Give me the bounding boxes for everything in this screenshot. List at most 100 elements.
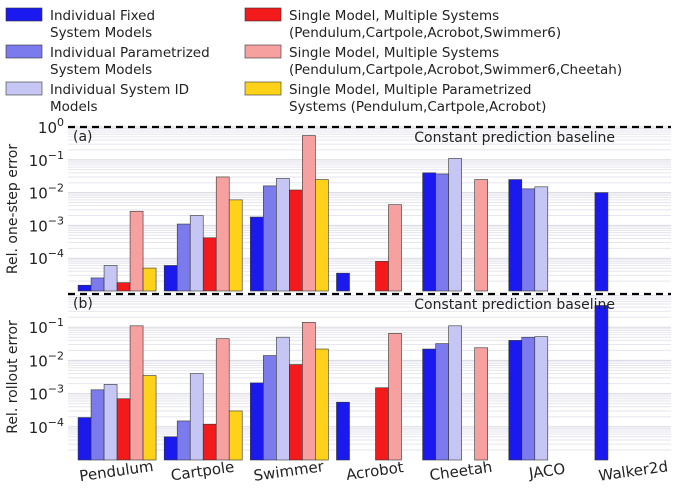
legend-label: Single Model, Multiple Parametrized (289, 82, 531, 98)
bar (276, 178, 290, 292)
bar (163, 436, 178, 461)
panel-a-one-step-error: 100 10−1 10−2 10−3 10−4 Rel. one-step error (a… (5, 116, 671, 292)
y-tick-label: 10−3 (29, 214, 64, 235)
bar (142, 267, 157, 292)
bar (388, 333, 402, 461)
bar (263, 185, 277, 292)
bar (422, 348, 436, 461)
bar (315, 348, 329, 461)
legend-label: Single Model, Multiple Systems (289, 45, 499, 61)
bar (388, 204, 402, 292)
bar (116, 398, 131, 461)
bar (289, 189, 303, 292)
legend-label: System Models (50, 25, 152, 41)
bar (435, 343, 449, 461)
bar (116, 282, 131, 292)
bar (521, 188, 536, 292)
plot-area (68, 127, 671, 291)
panel-label: (b) (73, 296, 93, 312)
bar (228, 410, 243, 461)
bar (508, 340, 523, 461)
plot-area (68, 294, 671, 460)
bar (250, 216, 264, 292)
bar (375, 261, 389, 292)
panel-label: (a) (73, 129, 93, 145)
y-axis-label: Rel. one-step error (5, 144, 21, 274)
legend-swatch (5, 7, 43, 22)
bar (594, 305, 609, 461)
bar (336, 272, 350, 292)
x-tick-label: Pendulum (78, 457, 154, 485)
bar (302, 135, 316, 292)
x-axis: Pendulum Cartpole Swimmer Acrobot Cheetah JAC… (78, 457, 669, 485)
bar (521, 336, 536, 461)
y-tick-label: 10−2 (29, 182, 64, 203)
legend-label: Individual System ID (50, 82, 189, 98)
bar (302, 322, 316, 461)
legend-label: Individual Fixed (50, 8, 155, 24)
y-axis-label: Rel. rollout error (5, 320, 21, 434)
x-tick-label: JACO (527, 460, 567, 483)
bar (534, 186, 549, 292)
bar (215, 176, 230, 292)
legend-label: Systems (Pendulum,Cartpole,Acrobot) (289, 99, 546, 115)
bar (594, 192, 609, 292)
y-tick-label: 10−1 (29, 149, 64, 170)
bar (375, 387, 389, 461)
legend-swatch (244, 81, 282, 96)
bar (250, 382, 264, 461)
bar (202, 423, 217, 461)
bar (142, 375, 157, 461)
bar (77, 417, 92, 461)
y-tick-label: 10−4 (29, 247, 64, 268)
y-tick-label: 10−3 (29, 383, 64, 404)
bar (289, 364, 303, 461)
bar (189, 373, 204, 461)
y-tick-label: 10−2 (29, 349, 64, 370)
legend-swatch (5, 81, 43, 96)
bar (228, 199, 243, 292)
bar (422, 172, 436, 292)
bar (176, 223, 191, 292)
y-tick-label: 10−1 (29, 316, 64, 337)
baseline-label: Constant prediction baseline (414, 297, 615, 313)
bar (176, 420, 191, 461)
x-tick-label: Acrobot (345, 458, 405, 484)
bar (189, 215, 204, 292)
baseline-label: Constant prediction baseline (414, 130, 615, 146)
bar (508, 179, 523, 292)
y-tick-label: 10−4 (29, 416, 64, 437)
x-tick-label: Swimmer (252, 457, 325, 485)
bar (263, 355, 277, 461)
legend-label: Individual Parametrized (50, 45, 210, 61)
bar (163, 265, 178, 292)
y-tick-label: 100 (38, 116, 64, 137)
bar (129, 210, 144, 292)
bar (474, 347, 488, 461)
bar (90, 389, 105, 461)
bar (103, 265, 118, 292)
legend-swatch (5, 44, 43, 59)
bar (474, 179, 488, 292)
bar (90, 277, 105, 292)
bar (202, 237, 217, 292)
bar (448, 325, 462, 461)
bar (336, 401, 350, 461)
legend-label: Models (50, 99, 98, 115)
bar (315, 179, 329, 292)
x-tick-label: Cheetah (428, 458, 493, 485)
bar (215, 338, 230, 461)
bar (435, 173, 449, 292)
legend-label: (Pendulum,Cartpole,Acrobot,Swimmer6,Chee… (289, 62, 622, 78)
bar (103, 384, 118, 461)
legend-label: (Pendulum,Cartpole,Acrobot,Swimmer6) (289, 25, 561, 41)
x-tick-label: Cartpole (170, 458, 236, 485)
bar (77, 284, 92, 292)
bar (129, 325, 144, 461)
bar (276, 336, 290, 461)
legend-label: Single Model, Multiple Systems (289, 8, 499, 24)
legend-swatch (244, 7, 282, 22)
bar (448, 158, 462, 292)
legend-label: System Models (50, 62, 152, 78)
